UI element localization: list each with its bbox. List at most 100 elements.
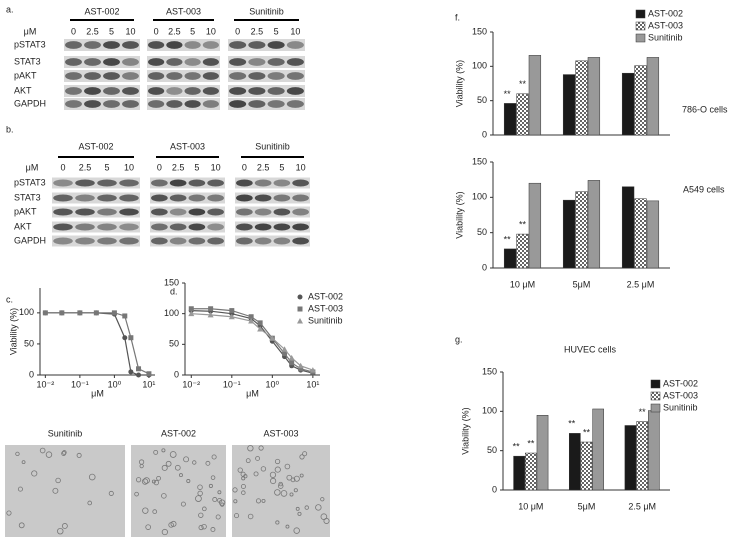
bar bbox=[513, 455, 525, 491]
legend-label: AST-003 bbox=[308, 303, 343, 313]
cell bbox=[61, 523, 68, 529]
bar bbox=[580, 441, 593, 491]
blot-band bbox=[207, 223, 224, 231]
cell bbox=[139, 464, 144, 469]
marker bbox=[288, 354, 295, 361]
blot-band bbox=[148, 41, 165, 49]
cell bbox=[151, 479, 156, 484]
cell bbox=[76, 452, 82, 458]
cell bbox=[192, 460, 197, 465]
cell bbox=[286, 474, 293, 481]
blot-strip bbox=[52, 192, 140, 204]
row-label: pAKT bbox=[14, 206, 37, 216]
micrograph-title: AST-002 bbox=[161, 428, 196, 438]
blot-strip bbox=[235, 221, 310, 233]
cell bbox=[195, 495, 202, 502]
cell bbox=[299, 473, 304, 478]
row-label: AKT bbox=[14, 221, 32, 231]
cell bbox=[156, 475, 161, 481]
row-label: AKT bbox=[14, 85, 32, 95]
bar bbox=[575, 60, 588, 136]
marker bbox=[136, 366, 142, 372]
dose-label: 10 bbox=[206, 26, 216, 36]
cell bbox=[183, 456, 190, 463]
bar bbox=[516, 233, 529, 269]
y-axis-label: Viability (%) bbox=[8, 308, 18, 355]
cell-line-label: 786-O cells bbox=[682, 104, 728, 114]
cell bbox=[261, 498, 266, 503]
blot-strip bbox=[150, 206, 225, 218]
blot-band bbox=[248, 72, 266, 80]
legend-label: AST-002 bbox=[308, 291, 343, 301]
blot-band bbox=[202, 87, 219, 95]
marker bbox=[298, 366, 304, 372]
y-tick-label: 0 bbox=[482, 262, 487, 272]
significance-label: ** bbox=[504, 234, 512, 244]
cell bbox=[87, 500, 93, 506]
legend-label: AST-002 bbox=[663, 378, 698, 388]
blot-strip bbox=[228, 70, 305, 82]
blot-band bbox=[166, 72, 183, 80]
y-tick-label: 50 bbox=[477, 227, 487, 237]
marker bbox=[207, 311, 214, 318]
marker bbox=[229, 308, 235, 314]
bar bbox=[536, 415, 549, 491]
blot-band bbox=[254, 223, 272, 231]
blot-strip bbox=[147, 39, 220, 51]
blot-band bbox=[65, 100, 82, 108]
cell bbox=[21, 460, 26, 465]
cell bbox=[220, 502, 225, 507]
blot-band bbox=[273, 223, 291, 231]
marker bbox=[42, 310, 48, 316]
cell bbox=[210, 475, 216, 480]
x-tick-label: 10⁻² bbox=[36, 379, 54, 389]
dose-label: 5 bbox=[279, 162, 284, 172]
cell bbox=[315, 504, 322, 511]
y-tick-label: 150 bbox=[482, 366, 497, 376]
blot-strip bbox=[52, 206, 140, 218]
cell bbox=[243, 474, 248, 479]
blot-band bbox=[267, 41, 285, 49]
cell bbox=[88, 473, 96, 481]
bar bbox=[634, 198, 647, 269]
cell bbox=[18, 522, 25, 529]
blot-band bbox=[84, 72, 101, 80]
cell bbox=[293, 475, 300, 482]
y-tick-label: 100 bbox=[164, 308, 179, 318]
x-tick-label: 10¹ bbox=[306, 379, 319, 389]
blot-band bbox=[207, 237, 224, 245]
blot-band bbox=[119, 194, 139, 202]
dose-unit: μM bbox=[26, 162, 39, 172]
cell bbox=[247, 513, 254, 520]
blot-band bbox=[207, 179, 224, 187]
micrograph bbox=[232, 445, 330, 537]
dose-label: 10 bbox=[296, 162, 306, 172]
blot-band bbox=[103, 87, 120, 95]
bar bbox=[592, 408, 605, 491]
micrograph-title: Sunitinib bbox=[48, 428, 83, 438]
blot-band bbox=[84, 58, 101, 66]
blot-band bbox=[248, 100, 266, 108]
row-label: GAPDH bbox=[14, 235, 46, 245]
blot-band bbox=[119, 179, 139, 187]
blot-band bbox=[166, 87, 183, 95]
blot-strip bbox=[64, 56, 140, 68]
blot-band bbox=[97, 194, 117, 202]
cell bbox=[168, 522, 174, 528]
blot-band bbox=[292, 194, 309, 202]
blot-band bbox=[122, 58, 139, 66]
blot-strip bbox=[150, 192, 225, 204]
blot-band bbox=[97, 179, 117, 187]
cell bbox=[180, 501, 186, 507]
curve bbox=[191, 313, 314, 371]
legend-swatch bbox=[650, 379, 661, 389]
blot-band bbox=[151, 223, 168, 231]
blot-strip bbox=[228, 56, 305, 68]
cell bbox=[289, 492, 294, 497]
blot-strip bbox=[235, 192, 310, 204]
bar bbox=[575, 191, 588, 269]
cell bbox=[6, 510, 12, 516]
blot-band bbox=[188, 237, 206, 245]
cell bbox=[202, 506, 207, 512]
